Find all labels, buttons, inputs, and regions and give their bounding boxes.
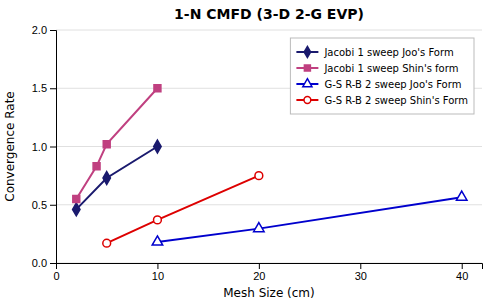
tick-label: 40: [456, 270, 468, 282]
marker: [103, 172, 110, 185]
series-line: [157, 197, 461, 242]
legend-marker: [304, 97, 311, 104]
tick-mark: [50, 88, 56, 89]
tick: 0.5: [32, 199, 56, 211]
tick-mark: [259, 263, 260, 269]
marker: [154, 85, 161, 92]
tick: 40: [456, 263, 468, 282]
tick: 0: [53, 263, 59, 282]
grid-line: [56, 146, 482, 147]
tick: 0.0: [32, 257, 56, 269]
legend: Jacobi 1 sweep Joo's Form Jacobi 1 sweep …: [290, 38, 474, 114]
chart: 0 10 20 30 40 0.0 0.5 1.0 1.5 2.0 Jacobi 1 sweep J…: [0, 0, 500, 305]
plot: 0 10 20 30 40 0.0 0.5 1.0 1.5 2.0 Jacobi 1 sweep J…: [32, 24, 483, 282]
tick-label: 1.0: [32, 141, 47, 153]
tick-label: 10: [152, 270, 164, 282]
marker: [73, 203, 80, 216]
tick-label: 20: [253, 270, 265, 282]
series-line: [76, 88, 157, 199]
marker: [154, 216, 162, 224]
legend-box: [290, 38, 474, 114]
axis-line: [50, 31, 57, 264]
tick-mark: [50, 147, 56, 148]
legend-marker: [303, 79, 312, 87]
tick: 20: [253, 263, 265, 282]
marker: [254, 223, 265, 232]
x-axis: 0 10 20 30 40: [53, 263, 482, 282]
legend-marker: [304, 65, 310, 71]
legend-label: Jacobi 1 sweep Shin's form: [323, 63, 458, 74]
legend-label: Jacobi 1 sweep Joo's Form: [323, 47, 453, 58]
grid: [56, 30, 482, 263]
tick: 2.0: [32, 24, 56, 36]
tick: 1.0: [32, 141, 56, 153]
axis-line: [57, 264, 483, 270]
grid-line: [56, 30, 482, 31]
marker: [103, 141, 110, 148]
y-axis: 0.0 0.5 1.0 1.5 2.0: [32, 24, 57, 269]
tick-label: 30: [355, 270, 367, 282]
legend-marker: [304, 46, 310, 57]
legend-item: G-S R-B 2 sweep Joo's Form: [296, 79, 461, 90]
tick-mark: [50, 205, 56, 206]
tick-label: 1.5: [32, 82, 47, 94]
marker: [152, 236, 163, 245]
tick: 1.5: [32, 82, 56, 94]
tick-mark: [50, 30, 56, 31]
tick-label: 0.0: [32, 257, 47, 269]
tick-label: 2.0: [32, 24, 47, 36]
title: 1-N CMFD (3-D 2-G EVP): [174, 6, 364, 22]
y-axis-title: Convergence Rate: [3, 91, 17, 201]
series-line: [107, 176, 259, 244]
tick-mark: [50, 263, 56, 264]
legend-label: G-S R-B 2 sweep Joo's Form: [324, 79, 461, 90]
legend-item: Jacobi 1 sweep Shin's form: [296, 63, 458, 74]
marker: [103, 239, 111, 247]
marker: [255, 172, 263, 180]
tick: 10: [152, 263, 164, 282]
tick-mark: [157, 263, 158, 269]
legend-label: G-S R-B 2 sweep Shin's Form: [324, 95, 468, 106]
x-axis-title: Mesh Size (cm): [223, 286, 315, 300]
tick-label: 0.5: [32, 199, 47, 211]
marker: [93, 163, 100, 170]
tick: 30: [355, 263, 367, 282]
tick-label: 0: [53, 270, 59, 282]
legend-item: G-S R-B 2 sweep Shin's Form: [296, 95, 468, 106]
marker: [73, 195, 80, 202]
marker: [154, 140, 161, 153]
legend-item: Jacobi 1 sweep Joo's Form: [296, 46, 453, 57]
tick-mark: [462, 263, 463, 269]
tick-mark: [360, 263, 361, 269]
marker: [456, 191, 467, 200]
